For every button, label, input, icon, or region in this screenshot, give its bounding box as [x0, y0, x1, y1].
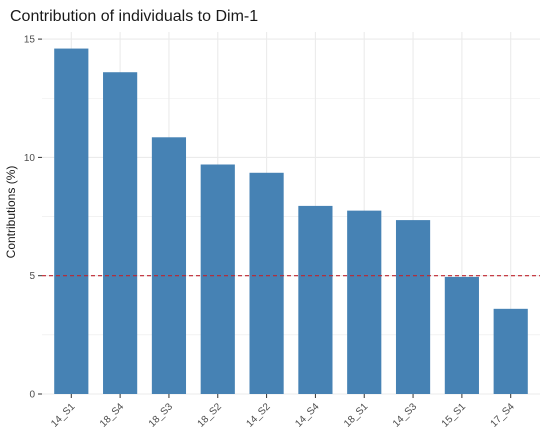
bar-14_S1 — [54, 48, 89, 394]
x-axis: 14_S1 18_S4 18_S3 18_S2 14_S2 14_S4 18_S1 14_S3… — [49, 394, 517, 430]
y-tick-label: 10 — [24, 153, 36, 164]
x-tick-label: 18_S1 — [342, 401, 371, 430]
x-tick-label: 17_S4 — [489, 401, 518, 430]
bar-18_S1 — [347, 210, 382, 394]
x-tick-label: 14_S3 — [391, 401, 420, 430]
y-axis: 0 5 10 15 — [24, 35, 42, 401]
bar-14_S4 — [298, 205, 333, 394]
y-axis-title: Contributions (%) — [4, 166, 18, 259]
bar-18_S3 — [151, 137, 187, 394]
x-tick-label: 14_S1 — [49, 401, 78, 430]
bar-18_S4 — [103, 72, 138, 394]
x-tick-label: 18_S3 — [147, 401, 176, 430]
x-tick-label: 14_S2 — [244, 401, 273, 430]
x-tick-label: 14_S4 — [293, 401, 322, 430]
chart-title: Contribution of individuals to Dim-1 — [10, 8, 259, 25]
x-tick-label: 18_S2 — [196, 401, 225, 430]
bar-15_S1 — [444, 276, 479, 394]
x-tick-label: 15_S1 — [440, 401, 469, 430]
y-tick-label: 15 — [24, 35, 36, 46]
y-tick-label: 0 — [29, 390, 35, 401]
bar-18_S2 — [200, 164, 235, 394]
bars-layer — [54, 48, 528, 394]
x-tick-label: 18_S4 — [98, 401, 127, 430]
bar-14_S2 — [249, 172, 284, 394]
bar-14_S3 — [395, 220, 431, 394]
y-tick-label: 5 — [29, 271, 35, 282]
bar-17_S4 — [493, 308, 528, 394]
